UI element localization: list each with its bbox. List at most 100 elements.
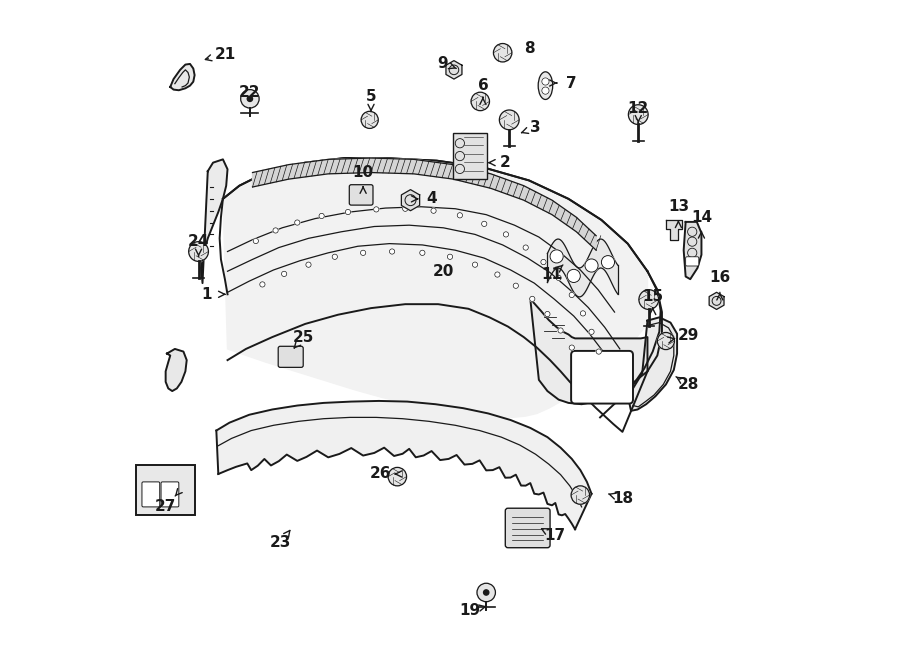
FancyBboxPatch shape	[453, 134, 487, 178]
Text: 14: 14	[691, 210, 712, 225]
Circle shape	[596, 349, 601, 354]
Text: 24: 24	[188, 234, 209, 249]
Circle shape	[189, 242, 209, 261]
Circle shape	[541, 259, 546, 264]
Circle shape	[523, 245, 528, 251]
Text: 23: 23	[270, 535, 292, 550]
Text: 27: 27	[155, 500, 176, 514]
Polygon shape	[166, 349, 186, 391]
Text: 7: 7	[566, 75, 576, 91]
Circle shape	[294, 220, 300, 225]
Polygon shape	[666, 220, 681, 240]
Circle shape	[493, 44, 512, 62]
Circle shape	[556, 275, 562, 280]
FancyBboxPatch shape	[349, 184, 373, 205]
Text: 18: 18	[612, 491, 633, 506]
Circle shape	[580, 311, 586, 316]
FancyBboxPatch shape	[278, 346, 303, 368]
Text: 10: 10	[353, 165, 374, 180]
Circle shape	[567, 269, 580, 282]
Text: 13: 13	[668, 199, 689, 214]
Text: 28: 28	[678, 377, 699, 392]
Text: 16: 16	[709, 270, 731, 286]
Circle shape	[569, 292, 574, 297]
Circle shape	[419, 251, 425, 255]
Polygon shape	[491, 174, 524, 200]
Polygon shape	[709, 292, 724, 309]
Circle shape	[503, 232, 508, 237]
Circle shape	[601, 256, 615, 269]
Text: 3: 3	[530, 120, 541, 136]
Polygon shape	[684, 222, 701, 279]
Circle shape	[628, 104, 648, 124]
Circle shape	[495, 272, 500, 277]
Circle shape	[332, 254, 338, 259]
Circle shape	[447, 254, 453, 259]
Circle shape	[542, 78, 549, 85]
Text: 25: 25	[293, 330, 315, 344]
Text: 15: 15	[643, 289, 663, 304]
Circle shape	[471, 93, 490, 110]
Text: 20: 20	[433, 264, 454, 279]
Text: 6: 6	[478, 78, 489, 93]
Circle shape	[558, 328, 563, 333]
FancyBboxPatch shape	[572, 351, 633, 404]
Polygon shape	[530, 299, 647, 405]
Polygon shape	[328, 158, 371, 174]
Text: 29: 29	[678, 329, 699, 343]
Circle shape	[306, 262, 311, 267]
Circle shape	[482, 221, 487, 227]
Polygon shape	[202, 159, 228, 283]
Circle shape	[240, 90, 259, 108]
Text: 1: 1	[202, 287, 211, 302]
Circle shape	[572, 486, 590, 504]
Polygon shape	[216, 401, 591, 529]
Text: 12: 12	[627, 100, 649, 116]
Circle shape	[361, 111, 378, 128]
Circle shape	[483, 590, 489, 595]
Circle shape	[431, 208, 436, 214]
Polygon shape	[629, 317, 677, 410]
Circle shape	[390, 249, 395, 254]
FancyBboxPatch shape	[505, 508, 550, 548]
Circle shape	[542, 87, 549, 95]
FancyBboxPatch shape	[142, 482, 159, 507]
Circle shape	[388, 467, 407, 486]
Circle shape	[585, 259, 598, 272]
Text: 4: 4	[427, 191, 436, 206]
Circle shape	[529, 296, 535, 301]
Text: 9: 9	[437, 56, 448, 71]
Circle shape	[457, 213, 463, 218]
Text: 21: 21	[214, 46, 236, 61]
Polygon shape	[401, 190, 419, 211]
Circle shape	[472, 262, 478, 267]
Text: 11: 11	[542, 267, 562, 282]
Polygon shape	[253, 165, 289, 187]
Ellipse shape	[538, 72, 553, 99]
Text: 8: 8	[524, 41, 535, 56]
Polygon shape	[170, 64, 194, 91]
Text: 5: 5	[365, 89, 376, 104]
Circle shape	[544, 311, 550, 317]
Circle shape	[248, 96, 253, 101]
Text: 2: 2	[500, 155, 510, 170]
Polygon shape	[414, 159, 454, 179]
Circle shape	[273, 228, 278, 233]
Circle shape	[282, 271, 287, 276]
Circle shape	[346, 210, 351, 215]
Text: 22: 22	[238, 85, 260, 100]
Circle shape	[253, 239, 258, 244]
Circle shape	[657, 332, 674, 350]
Polygon shape	[524, 186, 552, 215]
Circle shape	[319, 214, 324, 219]
Circle shape	[402, 206, 408, 212]
Circle shape	[500, 110, 519, 130]
Circle shape	[569, 345, 574, 350]
Circle shape	[513, 283, 518, 288]
Circle shape	[639, 290, 659, 309]
Polygon shape	[552, 200, 576, 232]
Circle shape	[361, 251, 365, 255]
Polygon shape	[446, 61, 462, 79]
Polygon shape	[223, 158, 647, 417]
FancyBboxPatch shape	[686, 256, 698, 266]
